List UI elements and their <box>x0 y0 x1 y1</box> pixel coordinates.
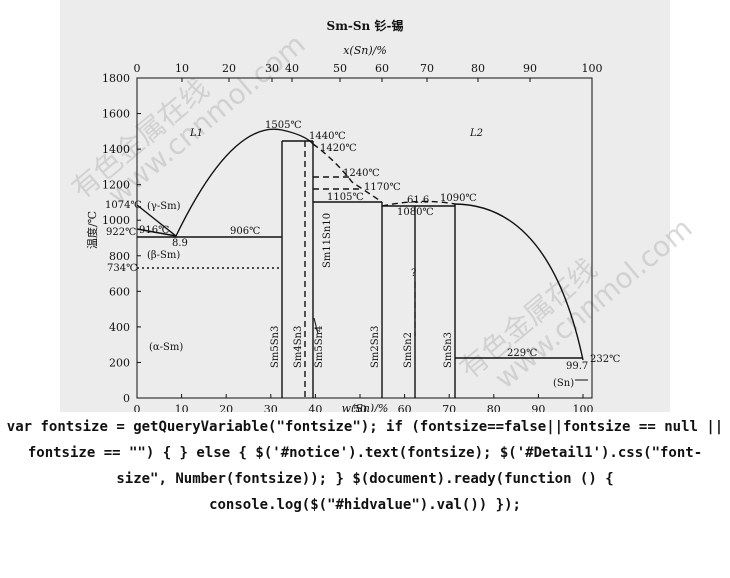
y-tick-label: 0 <box>123 392 130 405</box>
region-sn: (Sn) <box>553 378 574 389</box>
bottom-tick-label: 90 <box>531 403 545 412</box>
region-beta: (β-Sm) <box>147 250 180 261</box>
top-tick-label: 0 <box>134 62 141 75</box>
y-tick-label: 400 <box>109 321 130 334</box>
top-tick-label: 100 <box>582 62 603 75</box>
bottom-tick-label: 30 <box>264 403 278 412</box>
plot-frame <box>136 77 593 399</box>
diagram-background <box>60 0 670 412</box>
bottom-tick-label: 10 <box>175 403 189 412</box>
bottom-axis-label: w(Sn)/% <box>342 402 389 412</box>
annotation-1505: 1505℃ <box>265 120 302 131</box>
page-script-text: var fontsize = getQueryVariable("fontsiz… <box>6 419 724 513</box>
bottom-tick-label: 80 <box>487 403 501 412</box>
annotation-61-6: 61.6 <box>407 195 429 206</box>
y-tick-label: 1000 <box>102 214 130 227</box>
annotation-906: 906℃ <box>230 226 260 237</box>
top-tick-label: 80 <box>471 62 485 75</box>
liquidus-dashed <box>312 143 383 203</box>
pointer-sm5sn4 <box>313 317 319 335</box>
bottom-tick-label: 100 <box>573 403 594 412</box>
dashed-lines <box>304 141 456 398</box>
annotation-99-7: 99.7 <box>566 361 588 372</box>
top-axis-label: x(Sn)/% <box>343 44 387 57</box>
phase-label-sm5sn4: Sm5Sn4 <box>314 326 325 368</box>
annotation-916: 916℃ <box>139 225 169 236</box>
region-alpha: (α-Sm) <box>149 342 183 353</box>
region-l1: L1 <box>189 128 203 139</box>
phase-diagram: 有色金属在线 www.cnnmol.com 有色金属在线 www.cnnmol.… <box>60 0 699 412</box>
annotation-8-9: 8.9 <box>172 238 188 249</box>
bottom-tick-label: 20 <box>219 403 233 412</box>
y-tick-label: 600 <box>109 285 130 298</box>
phase-label-smsn3: SmSn3 <box>443 332 454 368</box>
annotation-1105: 1105℃ <box>327 192 364 203</box>
region-l2: L2 <box>469 128 483 139</box>
annotation-1074: 1074℃ <box>105 200 142 211</box>
y-tick-label: 200 <box>109 356 130 369</box>
annotation-1240: 1240℃ <box>343 168 380 179</box>
diagram-title: Sm-Sn 钐-锡 <box>327 18 404 33</box>
annotation-1420: 1420℃ <box>320 143 357 154</box>
bottom-tick-label: 0 <box>134 403 141 412</box>
phase-label-sm2sn3: Sm2Sn3 <box>370 326 381 368</box>
top-tick-label: 30 <box>265 62 279 75</box>
bottom-tick-label: 60 <box>398 403 412 412</box>
liquidus-right <box>454 203 584 361</box>
annotation-922: 922℃ <box>106 227 136 238</box>
annotation-1080: 1080℃ <box>397 207 434 218</box>
phase-label-smsn2: SmSn2 <box>403 332 414 368</box>
region-gamma: (γ-Sm) <box>147 201 181 212</box>
top-tick-label: 90 <box>523 62 537 75</box>
solvus-gamma <box>136 228 177 237</box>
annotation-question: ? <box>411 268 416 279</box>
y-tick-label: 1800 <box>102 72 130 85</box>
annotation-232: 232℃ <box>590 354 620 365</box>
top-tick-label: 70 <box>420 62 434 75</box>
y-tick-label: 1600 <box>102 108 130 121</box>
top-tick-label: 20 <box>222 62 236 75</box>
annotation-1090: 1090℃ <box>440 193 477 204</box>
top-tick-label: 10 <box>175 62 189 75</box>
annotation-734: 734℃ <box>107 263 137 274</box>
y-tick-label: 1200 <box>102 179 130 192</box>
phase-label-sm5sn3: Sm5Sn3 <box>270 326 281 368</box>
liquidus-left <box>136 128 314 238</box>
annotation-1170: 1170℃ <box>364 182 401 193</box>
annotation-1440: 1440℃ <box>309 131 346 142</box>
phase-label-sm11sn10: Sm11Sn10 <box>322 213 333 268</box>
annotation-229: 229℃ <box>507 348 537 359</box>
phase-label-sm4sn3: Sm4Sn3 <box>293 326 304 368</box>
bottom-tick-label: 70 <box>442 403 456 412</box>
y-axis-label: 温度/℃ <box>85 211 99 249</box>
top-tick-label: 40 <box>285 62 299 75</box>
y-tick-label: 800 <box>109 250 130 263</box>
top-tick-label: 60 <box>375 62 389 75</box>
bottom-tick-label: 50 <box>353 403 367 412</box>
top-tick-label: 50 <box>333 62 347 75</box>
y-tick-label: 1400 <box>102 143 130 156</box>
bottom-tick-label: 40 <box>308 403 322 412</box>
